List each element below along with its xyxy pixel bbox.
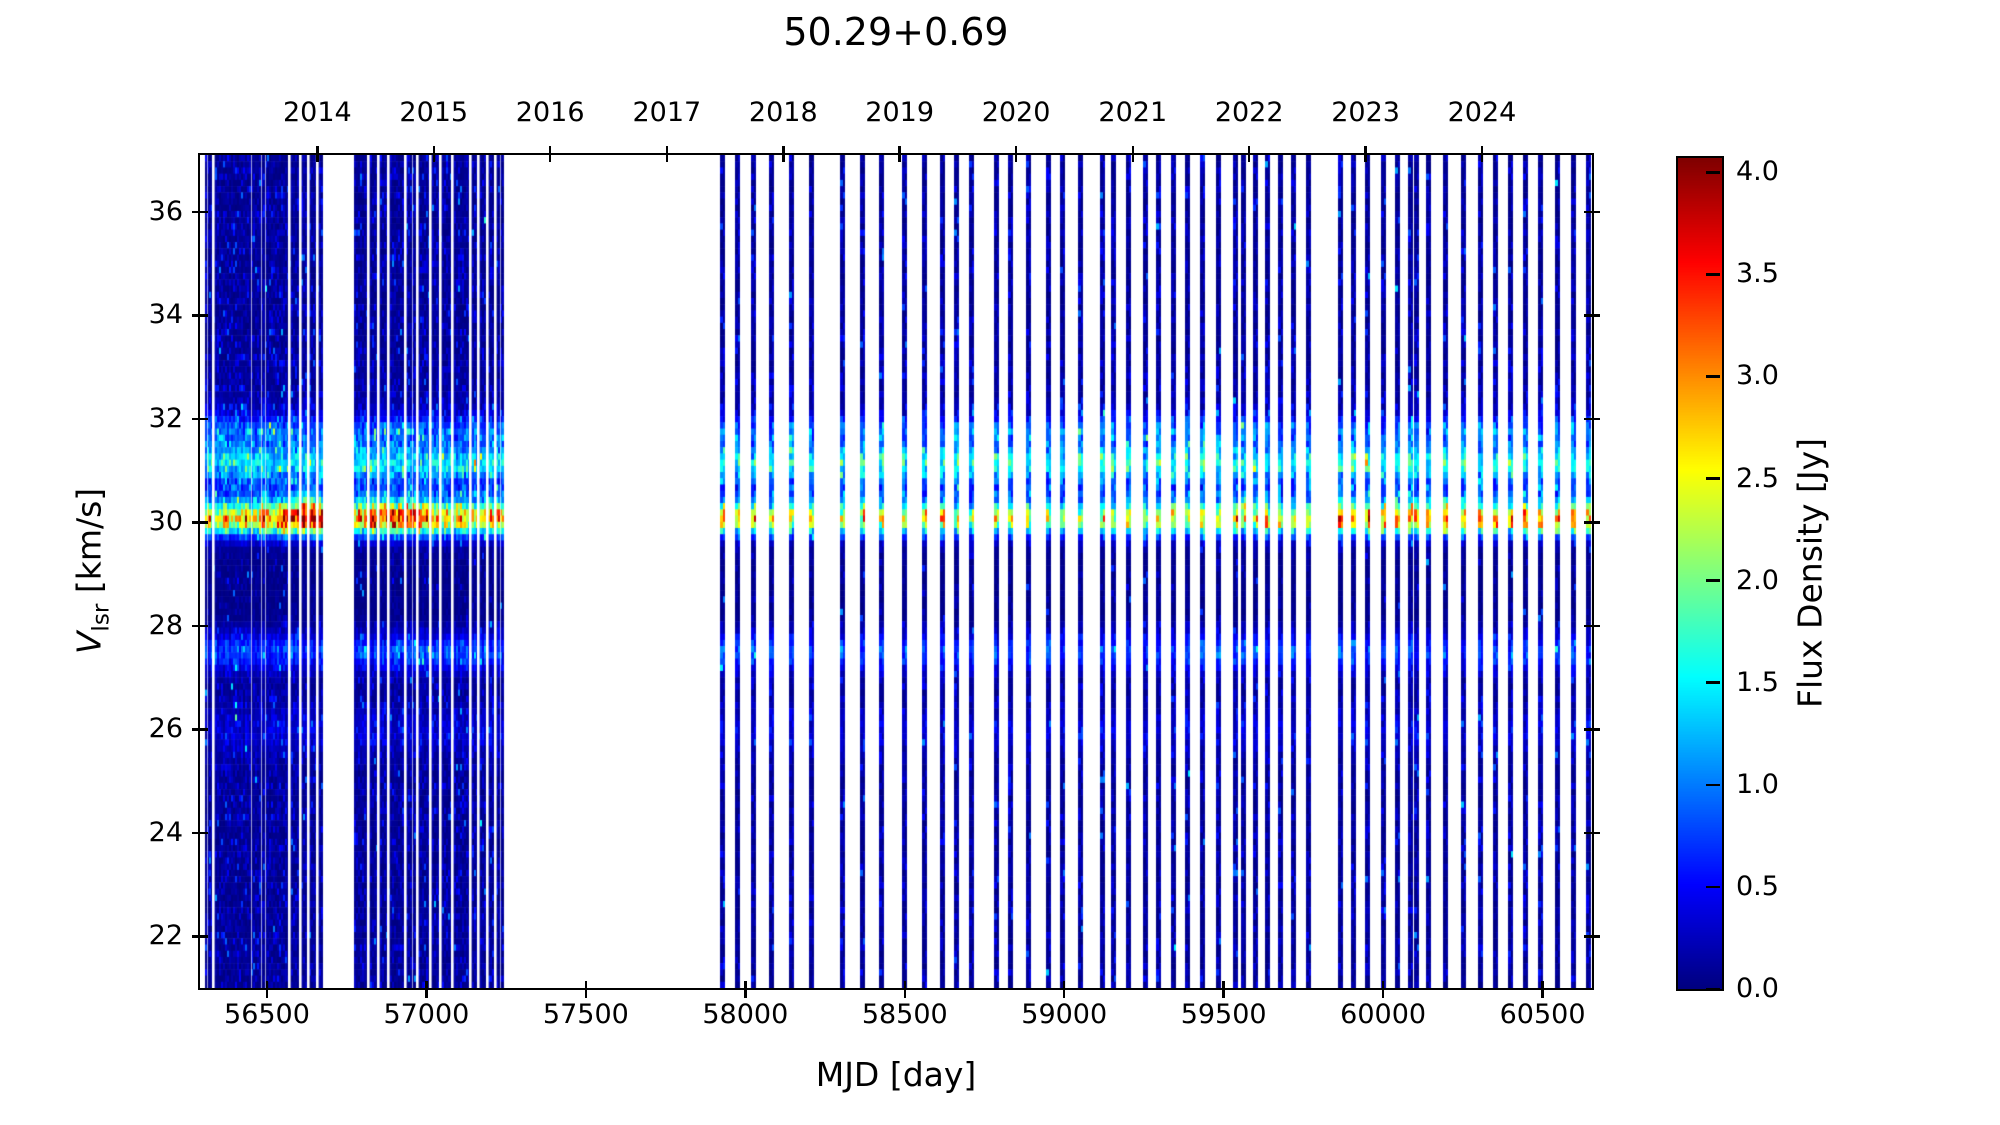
y-tick-right [1584, 831, 1600, 835]
colorbar-tick [1706, 171, 1720, 174]
colorbar-gradient [1678, 158, 1722, 989]
colorbar-tick-label: 3.5 [1736, 258, 1779, 290]
colorbar-tick [1706, 987, 1720, 991]
colorbar-tick [1706, 579, 1720, 582]
y-tick-left [192, 831, 208, 835]
y-tick-label: 34 [148, 299, 183, 331]
colorbar-tick-label: 2.5 [1736, 462, 1779, 494]
x-tick-label: 60500 [1499, 999, 1586, 1030]
x-tick-label: 59000 [1021, 999, 1108, 1030]
x-tick [1381, 981, 1385, 998]
y-tick-right [1584, 624, 1600, 628]
y-tick-label: 36 [148, 195, 183, 227]
year-tick-label: 2019 [865, 97, 935, 128]
y-tick-label: 24 [148, 816, 183, 848]
colorbar-label: Flux Density [Jy] [1790, 437, 1830, 709]
colorbar-tick-label: 0.0 [1736, 973, 1779, 1004]
year-tick-label: 2018 [748, 97, 818, 128]
colorbar-tick-label: 1.0 [1736, 768, 1779, 800]
colorbar-tick [1706, 273, 1720, 276]
year-tick [432, 146, 435, 162]
plot-title: 50.29+0.69 [783, 10, 1009, 54]
y-tick-left [192, 417, 208, 421]
year-tick [1131, 146, 1135, 162]
x-tick [1541, 981, 1544, 998]
year-tick [1014, 146, 1018, 162]
x-tick [903, 981, 907, 998]
x-tick [1222, 981, 1225, 998]
y-tick-label: 22 [148, 920, 183, 952]
year-tick [665, 146, 669, 162]
colorbar-tick-label: 4.0 [1736, 156, 1779, 188]
year-tick-label: 2017 [632, 97, 702, 128]
y-axis-label: Vlsr [km/s] [70, 488, 115, 654]
year-tick [898, 146, 901, 162]
colorbar-tick [1706, 681, 1720, 684]
year-tick-label: 2021 [1098, 97, 1168, 128]
x-tick-label: 57000 [383, 999, 470, 1030]
y-axis-label-symbol: V [69, 631, 109, 655]
year-tick-label: 2016 [515, 97, 585, 128]
x-tick [744, 981, 747, 998]
year-tick [1364, 146, 1367, 162]
year-tick [548, 146, 552, 162]
y-tick-left [192, 935, 208, 938]
y-tick-left [192, 728, 208, 731]
y-tick-right [1584, 935, 1600, 938]
x-tick-label: 58500 [861, 999, 948, 1030]
y-axis-label-units: [km/s] [69, 487, 109, 604]
heatmap-canvas [200, 155, 1592, 988]
y-tick-left [192, 624, 208, 628]
x-tick [265, 981, 269, 998]
year-tick-label: 2023 [1331, 97, 1400, 128]
colorbar-tick-label: 0.5 [1736, 870, 1779, 902]
y-tick-label: 30 [148, 506, 183, 538]
y-tick-label: 26 [148, 713, 183, 745]
y-tick-right [1584, 521, 1600, 524]
y-tick-right [1584, 728, 1600, 731]
x-tick-label: 56500 [224, 999, 310, 1030]
year-tick [1247, 146, 1251, 162]
x-tick [425, 981, 428, 998]
year-tick-label: 2014 [282, 97, 352, 128]
year-tick-label: 2015 [399, 97, 469, 128]
x-tick [1062, 981, 1066, 998]
colorbar-tick [1706, 885, 1720, 889]
year-tick [1480, 146, 1484, 162]
y-tick-label: 32 [148, 402, 183, 434]
x-tick-label: 59500 [1180, 999, 1267, 1030]
colorbar-tick-label: 3.0 [1736, 360, 1779, 392]
x-tick-label: 58000 [702, 999, 789, 1030]
y-tick-right [1584, 210, 1600, 214]
y-tick-left [192, 521, 208, 524]
x-tick-label: 57500 [542, 999, 629, 1030]
y-tick-label: 28 [148, 609, 183, 641]
year-tick [316, 146, 319, 162]
colorbar-tick [1706, 375, 1720, 378]
y-tick-right [1584, 417, 1600, 421]
colorbar-tick-label: 2.0 [1736, 564, 1779, 596]
year-tick-label: 2022 [1214, 97, 1284, 128]
y-tick-left [192, 314, 208, 317]
colorbar-tick [1706, 477, 1720, 480]
x-axis-label: MJD [day] [815, 1055, 977, 1094]
x-tick-label: 60000 [1340, 999, 1427, 1030]
y-axis-label-subscript: lsr [88, 603, 115, 632]
x-tick [584, 981, 588, 998]
y-tick-left [192, 210, 208, 214]
colorbar-tick [1706, 783, 1720, 787]
colorbar [1676, 156, 1724, 991]
year-tick [782, 146, 785, 162]
year-tick-label: 2024 [1447, 97, 1517, 128]
year-tick-label: 2020 [981, 97, 1051, 128]
colorbar-tick-label: 1.5 [1736, 666, 1779, 698]
y-tick-right [1584, 314, 1600, 317]
